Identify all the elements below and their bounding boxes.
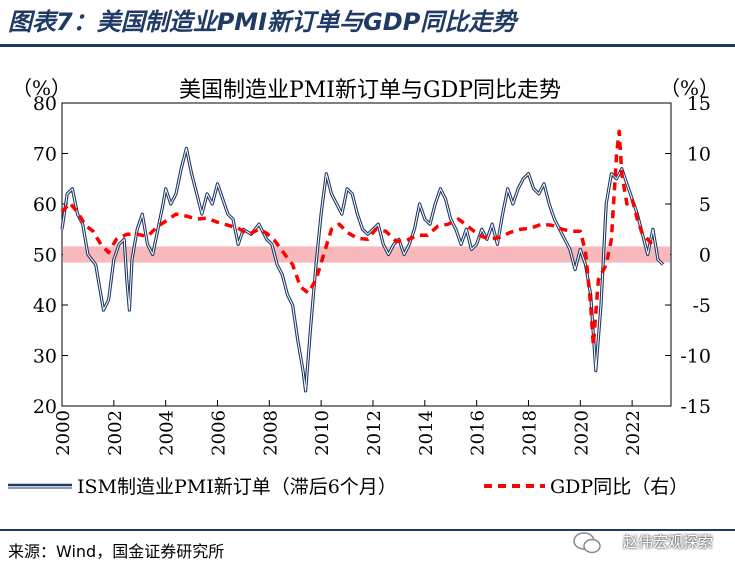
- figure-title: 图表7：美国制造业PMI新订单与GDP同比走势: [8, 8, 517, 36]
- left-tick-label: 40: [33, 295, 57, 317]
- x-tick-label: 2014: [416, 410, 437, 456]
- x-tick-label: 2016: [468, 410, 489, 456]
- left-tick-label: 50: [33, 245, 57, 267]
- x-tick-label: 2008: [260, 410, 281, 456]
- right-tick-label: 10: [687, 144, 711, 166]
- legend-gdp-label: GDP同比（右）: [550, 476, 688, 498]
- x-tick-label: 2010: [312, 410, 333, 456]
- right-tick-label: 5: [699, 194, 711, 216]
- left-tick-label: 70: [33, 144, 57, 166]
- chart: 美国制造业PMI新订单与GDP同比走势 （%） （%） 203040506070…: [8, 76, 719, 498]
- footer-rule: [0, 529, 735, 531]
- left-tick-label: 80: [33, 93, 57, 115]
- right-tick-label: -10: [680, 346, 711, 368]
- x-tick-label: 2004: [157, 410, 178, 456]
- right-axis-unit: （%）: [660, 76, 719, 100]
- x-tick-label: 2020: [571, 410, 592, 456]
- wechat-icon: [573, 532, 601, 554]
- x-tick-label: 2006: [208, 410, 229, 456]
- threshold-band: [63, 246, 670, 263]
- chart-title: 美国制造业PMI新订单与GDP同比走势: [179, 78, 561, 103]
- x-tick-label: 2002: [105, 410, 126, 456]
- legend-pmi-label: ISM制造业PMI新订单（滞后6个月）: [77, 476, 397, 498]
- source-note: 来源：Wind，国金证券研究所: [8, 542, 225, 561]
- left-axis-unit: （%）: [12, 76, 71, 100]
- title-rule: [0, 44, 735, 47]
- left-tick-label: 60: [33, 194, 57, 216]
- right-tick-label: -5: [692, 295, 711, 317]
- x-tick-label: 2012: [364, 410, 385, 456]
- series-pmi-line-inner: [61, 147, 664, 392]
- x-tick-label: 2022: [623, 410, 644, 456]
- right-tick-label: 15: [687, 93, 711, 115]
- right-tick-label: 0: [699, 245, 711, 267]
- legend: ISM制造业PMI新订单（滞后6个月） GDP同比（右）: [8, 476, 688, 498]
- left-tick-label: 20: [33, 396, 57, 418]
- x-tick-label: 2018: [519, 410, 540, 456]
- series-pmi-line: [60, 146, 665, 393]
- left-tick-label: 30: [33, 346, 57, 368]
- series-gdp-line: [60, 129, 655, 348]
- right-tick-label: -15: [680, 396, 711, 418]
- watermark: 赵伟宏观探索: [622, 533, 713, 551]
- x-tick-label: 2000: [53, 410, 74, 456]
